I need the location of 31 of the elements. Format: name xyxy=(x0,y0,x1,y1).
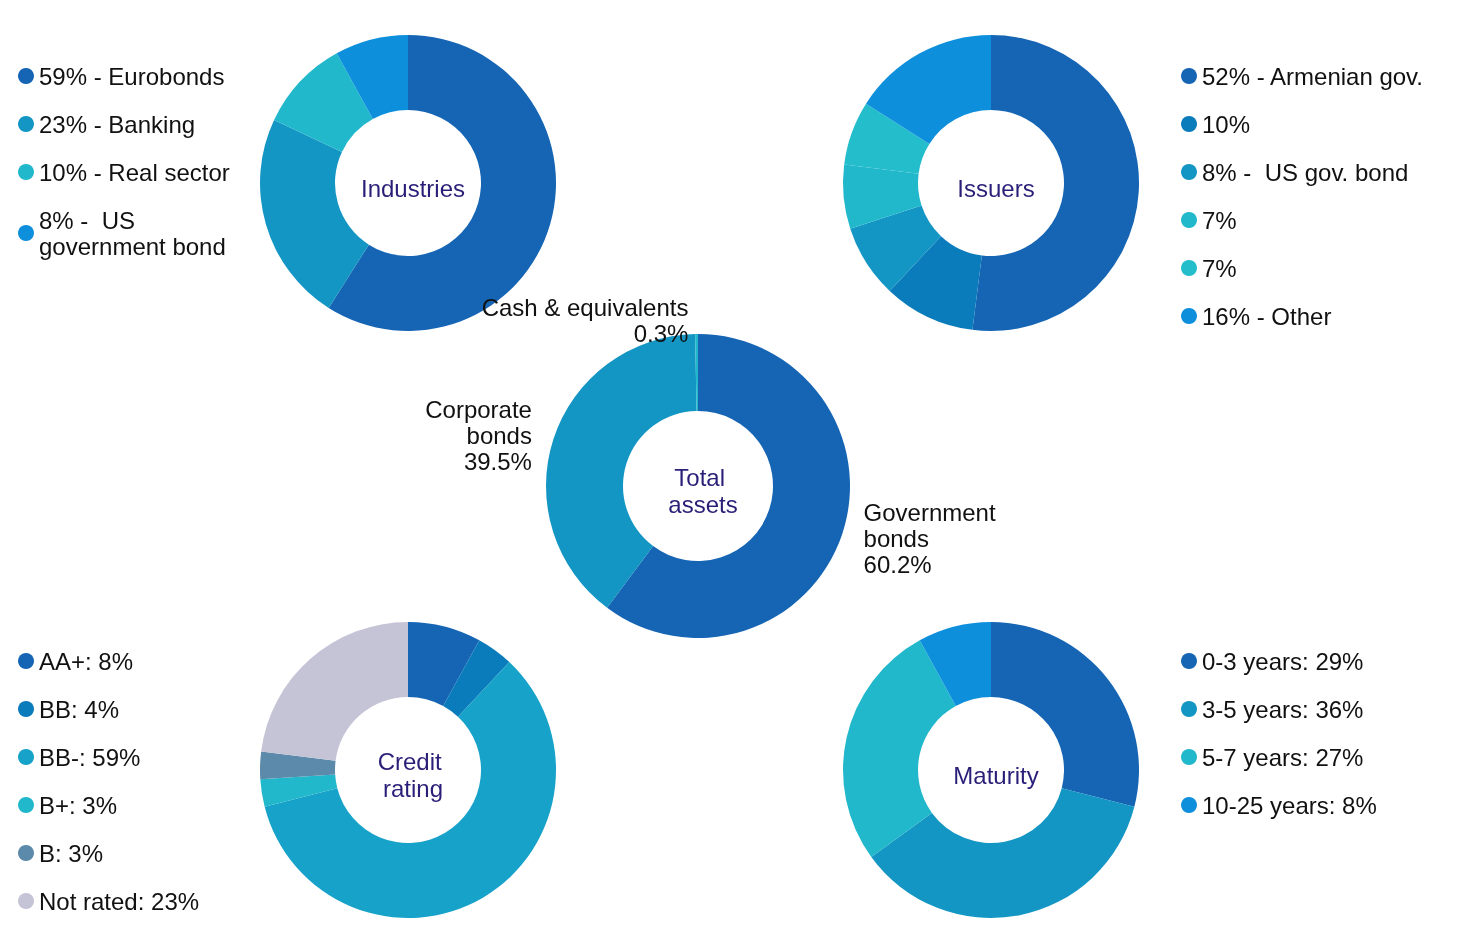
legend-label: B: 3% xyxy=(39,839,104,867)
legend-label: BB-: 59% xyxy=(39,743,141,771)
legend-label: BB: 4% xyxy=(39,695,120,723)
data-label: 39.5% xyxy=(463,447,532,475)
text: Issuers xyxy=(957,174,1035,202)
data-label: 60.2% xyxy=(863,550,932,578)
text: Total assets xyxy=(668,464,738,518)
legend-label: 8% - US gov. bond xyxy=(1202,158,1409,186)
legend-label: 7% xyxy=(1202,254,1237,282)
legend-label: 8% - US government bond xyxy=(39,206,226,260)
legend-label: 16% - Other xyxy=(1202,302,1332,330)
legend-label: 10-25 years: 8% xyxy=(1202,791,1377,819)
legend-label: Not rated: 23% xyxy=(39,887,200,915)
legend-label: 10% - Real sector xyxy=(39,158,230,186)
legend-label: 3-5 years: 36% xyxy=(1202,695,1364,723)
legend-label: 23% - Banking xyxy=(39,110,196,138)
legend-label: 5-7 years: 27% xyxy=(1202,743,1364,771)
legend-label: 59% - Eurobonds xyxy=(39,62,225,90)
text: Industries xyxy=(360,174,466,202)
text: Maturity xyxy=(953,761,1039,789)
legend-label: 0-3 years: 29% xyxy=(1202,647,1364,675)
legend-label: B+: 3% xyxy=(39,791,118,819)
slice-label: Corporate bonds xyxy=(425,395,532,449)
legend-label: 7% xyxy=(1202,206,1237,234)
slice-label: Cash & equivalents xyxy=(481,293,689,321)
text: Credit rating xyxy=(377,748,449,802)
legend-label: 52% - Armenian gov. xyxy=(1202,62,1424,90)
slice-label: Government bonds xyxy=(863,498,996,552)
legend-label: AA+: 8% xyxy=(39,647,134,675)
data-label: 0.3% xyxy=(633,319,689,347)
legend-label: 10% xyxy=(1202,110,1251,138)
